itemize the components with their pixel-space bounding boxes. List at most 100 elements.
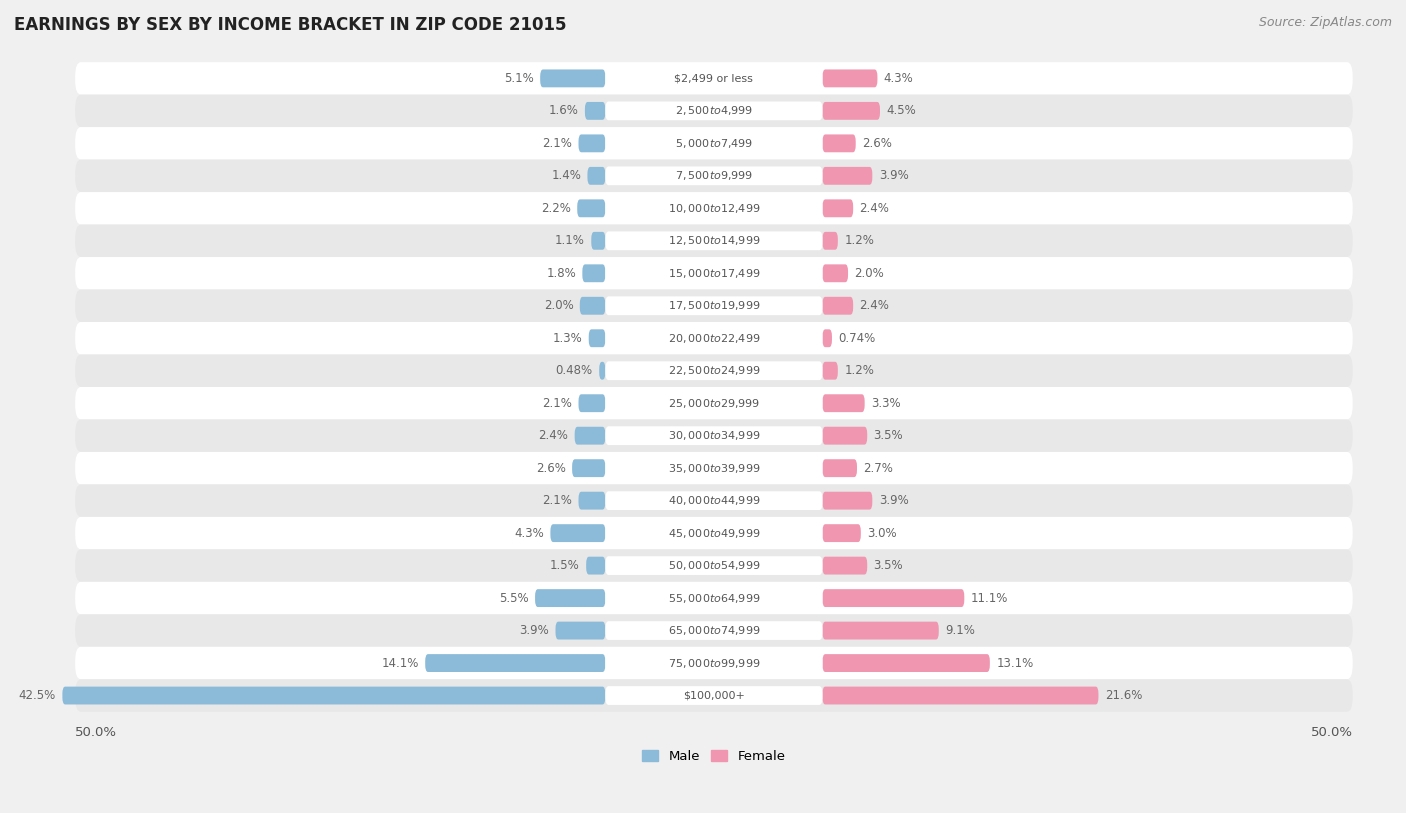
FancyBboxPatch shape — [75, 322, 1353, 354]
FancyBboxPatch shape — [75, 647, 1353, 680]
FancyBboxPatch shape — [823, 394, 865, 412]
FancyBboxPatch shape — [823, 557, 868, 575]
Text: 0.74%: 0.74% — [838, 332, 876, 345]
FancyBboxPatch shape — [588, 167, 606, 185]
Text: 2.0%: 2.0% — [544, 299, 574, 312]
FancyBboxPatch shape — [606, 524, 823, 542]
Text: $25,000 to $29,999: $25,000 to $29,999 — [668, 397, 761, 410]
Text: $75,000 to $99,999: $75,000 to $99,999 — [668, 657, 761, 670]
FancyBboxPatch shape — [62, 687, 606, 705]
Text: EARNINGS BY SEX BY INCOME BRACKET IN ZIP CODE 21015: EARNINGS BY SEX BY INCOME BRACKET IN ZIP… — [14, 16, 567, 34]
Text: $12,500 to $14,999: $12,500 to $14,999 — [668, 234, 761, 247]
Text: 4.5%: 4.5% — [886, 104, 917, 117]
Text: $35,000 to $39,999: $35,000 to $39,999 — [668, 462, 761, 475]
Text: 5.5%: 5.5% — [499, 592, 529, 605]
Text: 2.4%: 2.4% — [538, 429, 568, 442]
Text: 2.1%: 2.1% — [543, 137, 572, 150]
Text: $2,500 to $4,999: $2,500 to $4,999 — [675, 104, 754, 117]
FancyBboxPatch shape — [75, 680, 1353, 711]
FancyBboxPatch shape — [599, 362, 606, 380]
Text: 42.5%: 42.5% — [18, 689, 56, 702]
FancyBboxPatch shape — [75, 127, 1353, 159]
FancyBboxPatch shape — [592, 232, 606, 250]
FancyBboxPatch shape — [823, 329, 832, 347]
Text: 3.5%: 3.5% — [873, 559, 903, 572]
Text: 2.1%: 2.1% — [543, 397, 572, 410]
Text: 2.0%: 2.0% — [855, 267, 884, 280]
Text: 14.1%: 14.1% — [381, 657, 419, 670]
FancyBboxPatch shape — [536, 589, 606, 607]
FancyBboxPatch shape — [606, 329, 823, 348]
Text: 50.0%: 50.0% — [75, 726, 117, 739]
Text: 1.2%: 1.2% — [844, 364, 875, 377]
FancyBboxPatch shape — [823, 492, 872, 510]
FancyBboxPatch shape — [75, 289, 1353, 322]
FancyBboxPatch shape — [606, 102, 823, 120]
Text: 3.5%: 3.5% — [873, 429, 903, 442]
FancyBboxPatch shape — [75, 582, 1353, 615]
Text: 3.9%: 3.9% — [879, 494, 908, 507]
Text: 1.2%: 1.2% — [844, 234, 875, 247]
Text: 4.3%: 4.3% — [884, 72, 914, 85]
FancyBboxPatch shape — [75, 420, 1353, 452]
Text: 11.1%: 11.1% — [970, 592, 1008, 605]
Text: $17,500 to $19,999: $17,500 to $19,999 — [668, 299, 761, 312]
FancyBboxPatch shape — [75, 159, 1353, 192]
Text: 1.4%: 1.4% — [551, 169, 581, 182]
FancyBboxPatch shape — [75, 550, 1353, 582]
FancyBboxPatch shape — [823, 199, 853, 217]
Text: 0.48%: 0.48% — [555, 364, 593, 377]
Text: $22,500 to $24,999: $22,500 to $24,999 — [668, 364, 761, 377]
FancyBboxPatch shape — [582, 264, 606, 282]
FancyBboxPatch shape — [585, 102, 606, 120]
Text: 1.8%: 1.8% — [546, 267, 576, 280]
Text: $40,000 to $44,999: $40,000 to $44,999 — [668, 494, 761, 507]
FancyBboxPatch shape — [606, 654, 823, 672]
Text: 1.1%: 1.1% — [555, 234, 585, 247]
Text: Source: ZipAtlas.com: Source: ZipAtlas.com — [1258, 16, 1392, 29]
FancyBboxPatch shape — [75, 62, 1353, 94]
FancyBboxPatch shape — [589, 329, 606, 347]
FancyBboxPatch shape — [75, 485, 1353, 517]
FancyBboxPatch shape — [75, 224, 1353, 257]
FancyBboxPatch shape — [823, 167, 872, 185]
Text: $55,000 to $64,999: $55,000 to $64,999 — [668, 592, 761, 605]
FancyBboxPatch shape — [606, 393, 823, 412]
Text: 3.9%: 3.9% — [519, 624, 550, 637]
FancyBboxPatch shape — [578, 199, 606, 217]
FancyBboxPatch shape — [823, 622, 939, 640]
FancyBboxPatch shape — [606, 134, 823, 153]
Text: $7,500 to $9,999: $7,500 to $9,999 — [675, 169, 754, 182]
Text: 2.6%: 2.6% — [862, 137, 891, 150]
Text: 2.4%: 2.4% — [859, 202, 890, 215]
Text: 1.5%: 1.5% — [550, 559, 579, 572]
Text: 2.7%: 2.7% — [863, 462, 893, 475]
FancyBboxPatch shape — [823, 297, 853, 315]
FancyBboxPatch shape — [572, 459, 606, 477]
FancyBboxPatch shape — [586, 557, 606, 575]
FancyBboxPatch shape — [823, 459, 858, 477]
FancyBboxPatch shape — [823, 134, 856, 152]
FancyBboxPatch shape — [578, 134, 606, 152]
FancyBboxPatch shape — [555, 622, 606, 640]
Text: $10,000 to $12,499: $10,000 to $12,499 — [668, 202, 761, 215]
FancyBboxPatch shape — [75, 615, 1353, 647]
Text: $50,000 to $54,999: $50,000 to $54,999 — [668, 559, 761, 572]
Text: $30,000 to $34,999: $30,000 to $34,999 — [668, 429, 761, 442]
FancyBboxPatch shape — [823, 427, 868, 445]
FancyBboxPatch shape — [75, 517, 1353, 550]
FancyBboxPatch shape — [606, 199, 823, 218]
FancyBboxPatch shape — [75, 452, 1353, 485]
FancyBboxPatch shape — [575, 427, 606, 445]
FancyBboxPatch shape — [823, 69, 877, 87]
Text: 2.4%: 2.4% — [859, 299, 890, 312]
Text: 3.9%: 3.9% — [879, 169, 908, 182]
FancyBboxPatch shape — [823, 102, 880, 120]
FancyBboxPatch shape — [606, 297, 823, 315]
Text: 1.6%: 1.6% — [548, 104, 578, 117]
FancyBboxPatch shape — [606, 264, 823, 283]
Text: $2,499 or less: $2,499 or less — [675, 73, 754, 84]
FancyBboxPatch shape — [75, 192, 1353, 224]
FancyBboxPatch shape — [606, 69, 823, 88]
Text: 5.1%: 5.1% — [503, 72, 534, 85]
